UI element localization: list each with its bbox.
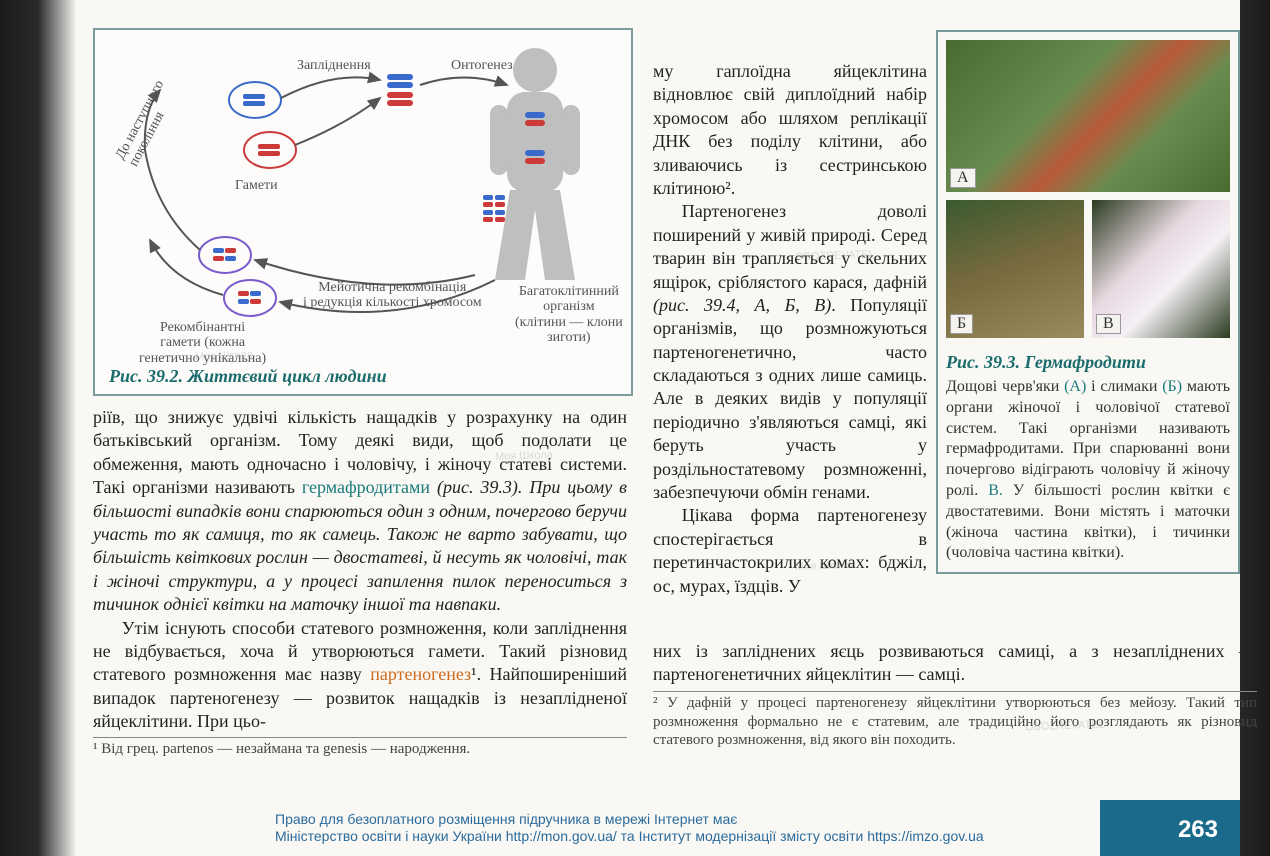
figure-39-3-text: Дощові черв'яки (А) і слимаки (Б) мають …	[946, 377, 1230, 564]
image-lily: В	[1092, 200, 1230, 338]
col2-p3: Цікава форма партеногенезу спостерігаєть…	[653, 504, 927, 598]
footnote-2: ² У дафній у процесі партеногенезу яйцек…	[653, 691, 1257, 750]
image-label-c: В	[1096, 314, 1121, 334]
page-footer: Право для безоплатного розміщення підруч…	[75, 800, 1240, 856]
col3-p1: них із запліднених яєць розвиваються сам…	[653, 640, 1257, 687]
col2-p2b: . Популяції організмів, що розмножуються…	[653, 295, 927, 502]
footer-text: Право для безоплатного розміщення підруч…	[75, 811, 984, 845]
figure-39-3-caption: Рис. 39.3. Гермафродити	[946, 352, 1230, 373]
figure-39-3: А Б В Рис. 39.3. Гермафродити Дощові чер…	[936, 30, 1240, 574]
image-row: Б В	[946, 200, 1230, 346]
label-recomb: Рекомбінантні гамети (кожна генетично ун…	[139, 320, 266, 366]
lifecycle-diagram: Запліднення Онтогенез Гамети До наступно…	[95, 30, 631, 360]
image-label-b: Б	[950, 314, 973, 334]
sb-tb2: (Б)	[1162, 378, 1182, 395]
footer-line1: Право для безоплатного розміщення підруч…	[275, 811, 984, 828]
content-area: Запліднення Онтогенез Гамети До наступно…	[75, 0, 1240, 856]
image-label-a: А	[950, 168, 976, 188]
label-ontogenesis: Онтогенез	[451, 58, 513, 73]
footer-line2: Міністерство освіти і науки України http…	[275, 828, 984, 845]
label-gametes: Гамети	[235, 178, 278, 193]
text-column-3: них із запліднених яєць розвиваються сам…	[653, 640, 1257, 750]
col2-p2-ref: (рис. 39.4, А, Б, В)	[653, 295, 831, 315]
term-parthenogenesis: партеногенез	[370, 664, 471, 684]
sb-tb: і слимаки	[1086, 378, 1162, 395]
label-multicell: Багатоклітинний організм (клітини — клон…	[515, 284, 623, 346]
term-hermaphrodites: гермафродитами	[302, 477, 430, 497]
page-number: 263	[1178, 816, 1218, 844]
sb-tc: мають органи жіночої і чоловічої статево…	[946, 378, 1230, 499]
sb-ta2: (А)	[1064, 378, 1086, 395]
col1-p1b: (рис. 39.3). При цьому в більшості випад…	[93, 477, 627, 614]
textbook-page: Запліднення Онтогенез Гамети До наступно…	[75, 0, 1240, 856]
label-fertilization: Запліднення	[297, 58, 371, 73]
label-meiotic: Мейотична рекомбінація і редукція кілько…	[303, 280, 482, 311]
figure-39-2: Запліднення Онтогенез Гамети До наступно…	[93, 28, 633, 396]
footnote-1: ¹ Від грец. partenos — незаймана та gene…	[93, 737, 627, 759]
col2-p2a: Партеногенез доволі поширений у живій пр…	[653, 201, 927, 291]
text-column-2: му гаплоїдна яйцеклітина відновлює свій …	[653, 60, 927, 598]
sb-tc2: В.	[988, 482, 1003, 499]
sb-ta: Дощові черв'яки	[946, 378, 1064, 395]
image-snail: Б	[946, 200, 1084, 338]
image-earthworm: А	[946, 40, 1230, 192]
col2-p1: му гаплоїдна яйцеклітина відновлює свій …	[653, 60, 927, 200]
text-column-1: ріїв, що знижує удвічі кількість нащадкі…	[93, 406, 627, 759]
